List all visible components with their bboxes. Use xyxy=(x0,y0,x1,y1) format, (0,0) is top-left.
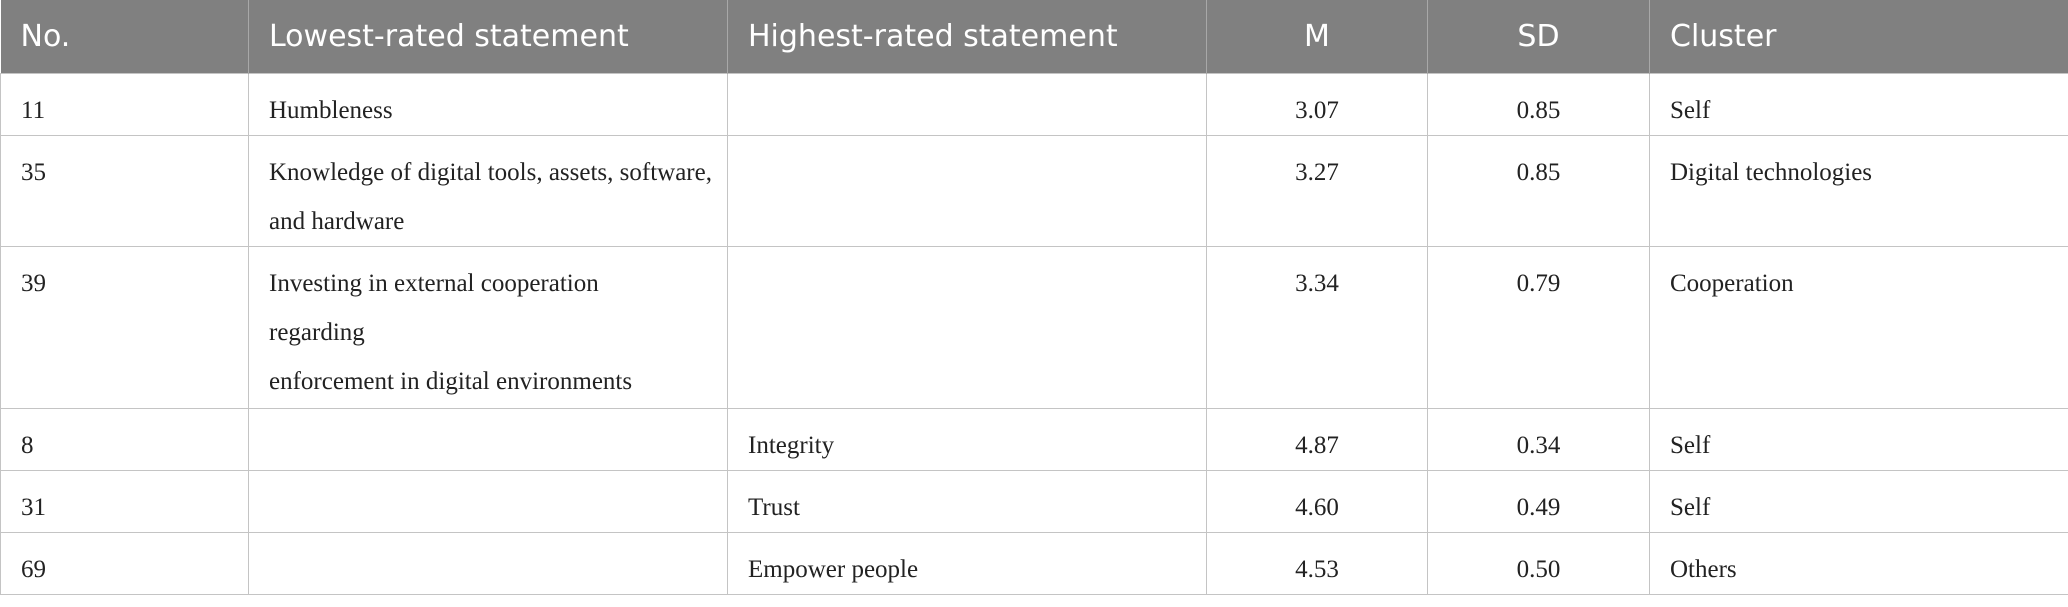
table-cell: Cooperation xyxy=(1649,246,2068,409)
table-cell: 4.60 xyxy=(1206,470,1428,533)
table-cell: 35 xyxy=(0,135,249,247)
header-cell: No. xyxy=(0,0,249,74)
table-cell: Integrity xyxy=(727,408,1207,471)
table-row: 69 Empower people 4.53 0.50 Others xyxy=(0,532,2068,595)
table-cell xyxy=(727,246,1207,409)
table-cell xyxy=(727,73,1207,136)
header-cell: Lowest-rated statement xyxy=(248,0,728,74)
table-cell: 0.50 xyxy=(1427,532,1650,595)
table-row: 11 Humbleness 3.07 0.85 Self xyxy=(0,73,2068,136)
header-cell: Cluster xyxy=(1649,0,2068,74)
table-cell: 3.07 xyxy=(1206,73,1428,136)
table-cell: Self xyxy=(1649,408,2068,471)
table-cell: 4.87 xyxy=(1206,408,1428,471)
table-cell: 8 xyxy=(0,408,249,471)
header-cell: SD xyxy=(1427,0,1650,74)
table-cell: 0.85 xyxy=(1427,73,1650,136)
table-cell xyxy=(727,135,1207,247)
table-cell: 11 xyxy=(0,73,249,136)
header-cell: Highest-rated statement xyxy=(727,0,1207,74)
table-cell: 39 xyxy=(0,246,249,409)
table-cell: Investing in external cooperation regard… xyxy=(248,246,728,409)
table-cell: 0.79 xyxy=(1427,246,1650,409)
table-body: 11 Humbleness 3.07 0.85 Self 35 Knowledge of d… xyxy=(0,73,2068,595)
table-cell: 0.85 xyxy=(1427,135,1650,247)
table-cell: Others xyxy=(1649,532,2068,595)
table-cell xyxy=(248,408,728,471)
table-cell: Trust xyxy=(727,470,1207,533)
table-cell: 69 xyxy=(0,532,249,595)
table-cell: Knowledge of digital tools, assets, soft… xyxy=(248,135,728,247)
table-row: 31 Trust 4.60 0.49 Self xyxy=(0,470,2068,533)
table-cell: Digital technologies xyxy=(1649,135,2068,247)
table-cell: 3.27 xyxy=(1206,135,1428,247)
table-cell: Humbleness xyxy=(248,73,728,136)
table-row: 39 Investing in external cooperation rega… xyxy=(0,246,2068,409)
header-row: No. Lowest-rated statement Highest-rated s… xyxy=(0,0,2068,74)
table-cell: 31 xyxy=(0,470,249,533)
table-row: 35 Knowledge of digital tools, assets, so… xyxy=(0,135,2068,247)
table-cell: 0.49 xyxy=(1427,470,1650,533)
table-cell: 4.53 xyxy=(1206,532,1428,595)
table-cell: 3.34 xyxy=(1206,246,1428,409)
table-row: 8 Integrity 4.87 0.34 Self xyxy=(0,408,2068,471)
table-cell: 0.34 xyxy=(1427,408,1650,471)
table-cell: Self xyxy=(1649,73,2068,136)
table-cell: Self xyxy=(1649,470,2068,533)
table-cell: Empower people xyxy=(727,532,1207,595)
table-cell xyxy=(248,470,728,533)
header-cell: M xyxy=(1206,0,1428,74)
table-cell xyxy=(248,532,728,595)
